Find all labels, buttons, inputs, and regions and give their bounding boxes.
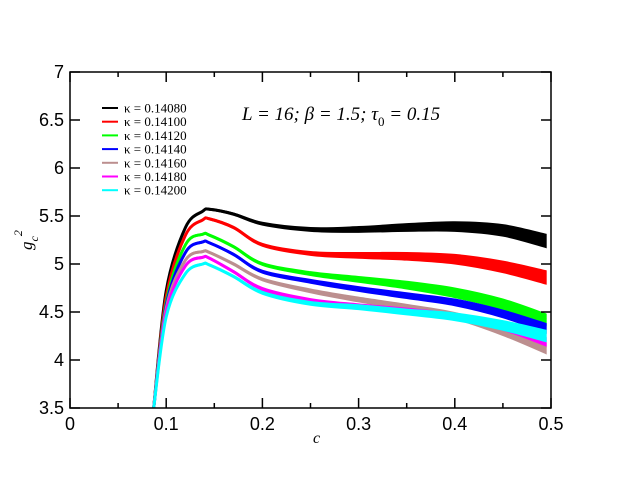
legend-label: κ = 0.14160	[124, 155, 187, 170]
y-tick-label: 5.5	[39, 206, 64, 226]
series-layer	[152, 207, 547, 408]
axis-ticks: 0 0.1 0.2 0.3 0.4 0.5 3.5 4 4.5 5 5.5 6 6.5 7	[39, 62, 564, 434]
y-tick-label: 4.5	[39, 302, 64, 322]
y-tick-label: 5	[54, 254, 64, 274]
y-axis-label: gc2	[11, 230, 41, 250]
series-band-5	[153, 254, 547, 408]
x-tick-label: 0	[65, 414, 75, 434]
legend-label: κ = 0.14200	[124, 183, 187, 198]
y-tick-label: 6.5	[39, 110, 64, 130]
series-band-1	[153, 216, 547, 408]
x-axis-label: c	[313, 430, 320, 447]
series-band-4	[153, 249, 547, 408]
y-tick-label: 6	[54, 158, 64, 178]
x-tick-label: 0.1	[154, 414, 179, 434]
x-tick-label: 0.5	[538, 414, 563, 434]
legend-label: κ = 0.14120	[124, 128, 187, 143]
x-tick-label: 0.3	[346, 414, 371, 434]
y-tick-label: 3.5	[39, 398, 64, 418]
y-tick-label: 4	[54, 350, 64, 370]
x-tick-label: 0.2	[250, 414, 275, 434]
chart-annotation: L = 16; β = 1.5; τ0 = 0.15	[241, 104, 440, 129]
legend-label: κ = 0.14100	[124, 114, 187, 129]
legend-label: κ = 0.14180	[124, 169, 187, 184]
svg-text:gc2: gc2	[11, 230, 41, 250]
x-tick-label: 0.4	[442, 414, 467, 434]
series-band-0	[153, 207, 547, 408]
series-band-6	[153, 261, 547, 408]
legend-label: κ = 0.14140	[124, 142, 187, 157]
y-tick-label: 7	[54, 62, 64, 82]
legend-label: κ = 0.14080	[124, 101, 187, 116]
